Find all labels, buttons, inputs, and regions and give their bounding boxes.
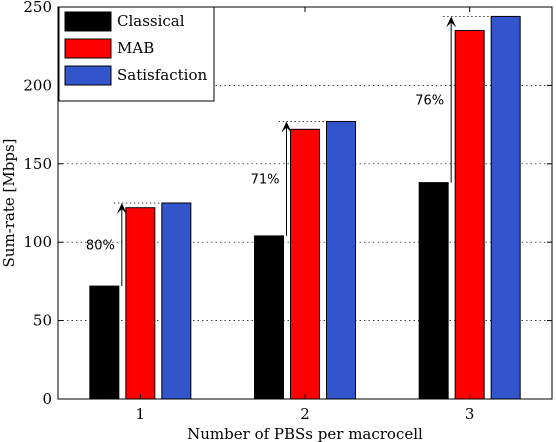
improvement-arrow-head [281, 121, 292, 133]
legend: Classical MAB Satisfaction [58, 6, 215, 102]
legend-swatch-mab [64, 38, 112, 59]
x-axis-label: Number of PBSs per macrocell [187, 425, 423, 442]
y-tick-label: 150 [23, 155, 52, 173]
improvement-label: 80% [86, 239, 115, 254]
bar-mab-3 [454, 30, 485, 400]
legend-label-mab: MAB [117, 39, 154, 57]
improvement-annotations: 80% 71% 76% [86, 16, 521, 287]
y-tick-label: 200 [23, 76, 52, 94]
bar-satisfaction-1 [161, 202, 192, 400]
x-tick-label: 1 [136, 405, 146, 423]
improvement-label: 76% [415, 94, 444, 109]
y-tick-label: 50 [33, 312, 52, 330]
legend-swatch-classical [64, 11, 112, 32]
bar-classical-2 [254, 235, 284, 400]
bar-satisfaction-3 [490, 15, 521, 400]
bar-satisfaction-2 [326, 120, 356, 400]
x-tick-label: 2 [300, 405, 310, 423]
legend-swatch-satisfaction [64, 65, 112, 86]
y-tick-label: 0 [42, 390, 52, 408]
x-tick-label: 3 [465, 405, 475, 423]
y-axis-label: Sum-rate [Mbps] [0, 139, 18, 268]
bar-mab-1 [125, 207, 156, 400]
bar-mab-2 [290, 128, 320, 400]
y-tick-label: 250 [23, 0, 52, 16]
bar-classical-1 [89, 285, 120, 400]
y-axis-ticks: 0 50 100 150 200 250 [23, 0, 552, 408]
improvement-arrow-head [446, 16, 457, 28]
improvement-label: 71% [251, 173, 280, 188]
legend-label-satisfaction: Satisfaction [117, 66, 207, 84]
legend-label-classical: Classical [117, 12, 185, 30]
y-tick-label: 100 [23, 233, 52, 251]
bar-classical-3 [418, 182, 449, 400]
improvement-arrow-head [116, 203, 127, 214]
